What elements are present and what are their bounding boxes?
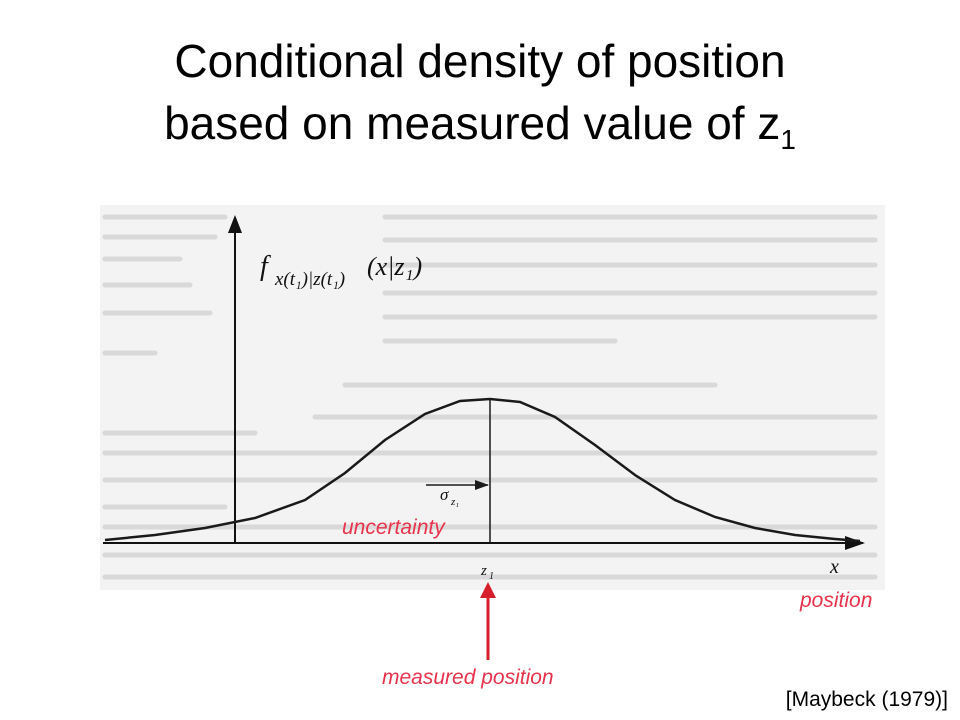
z1-tick-label-subscript: 1: [489, 571, 494, 582]
title-line-2-sub: 1: [780, 124, 796, 155]
citation: [Maybeck (1979)]: [785, 688, 948, 711]
measured-position-arrow: [480, 582, 496, 660]
density-label-subscript: x(t₁)|z(t₁): [274, 269, 345, 290]
uncertainty-annotation: uncertainty: [342, 516, 445, 539]
z1-tick-label: z: [480, 563, 487, 579]
position-annotation: position: [800, 589, 873, 612]
y-axis-arrowhead: [228, 215, 242, 233]
title-line-2: based on measured value of z1: [0, 92, 960, 154]
sigma-arrowhead: [475, 480, 489, 490]
density-label-arguments: (x|z₁): [367, 252, 422, 281]
title-line-2-main: based on measured value of z: [164, 97, 781, 149]
measured-position-annotation: measured position: [382, 666, 554, 689]
density-figure: f x(t₁)|z(t₁) (x|z₁) σ z₁ x z 1: [100, 205, 885, 590]
slide-title: Conditional density of position based on…: [0, 30, 960, 154]
sigma-label: σ: [440, 485, 449, 504]
measured-position-arrowhead: [480, 582, 496, 598]
gaussian-density-curve: [104, 397, 861, 543]
sigma-label-subscript: z₁: [450, 496, 459, 508]
density-label-f: f: [260, 251, 271, 282]
title-line-1: Conditional density of position: [174, 35, 786, 87]
scanned-page-background: [100, 205, 885, 590]
x-axis-label: x: [829, 556, 839, 578]
